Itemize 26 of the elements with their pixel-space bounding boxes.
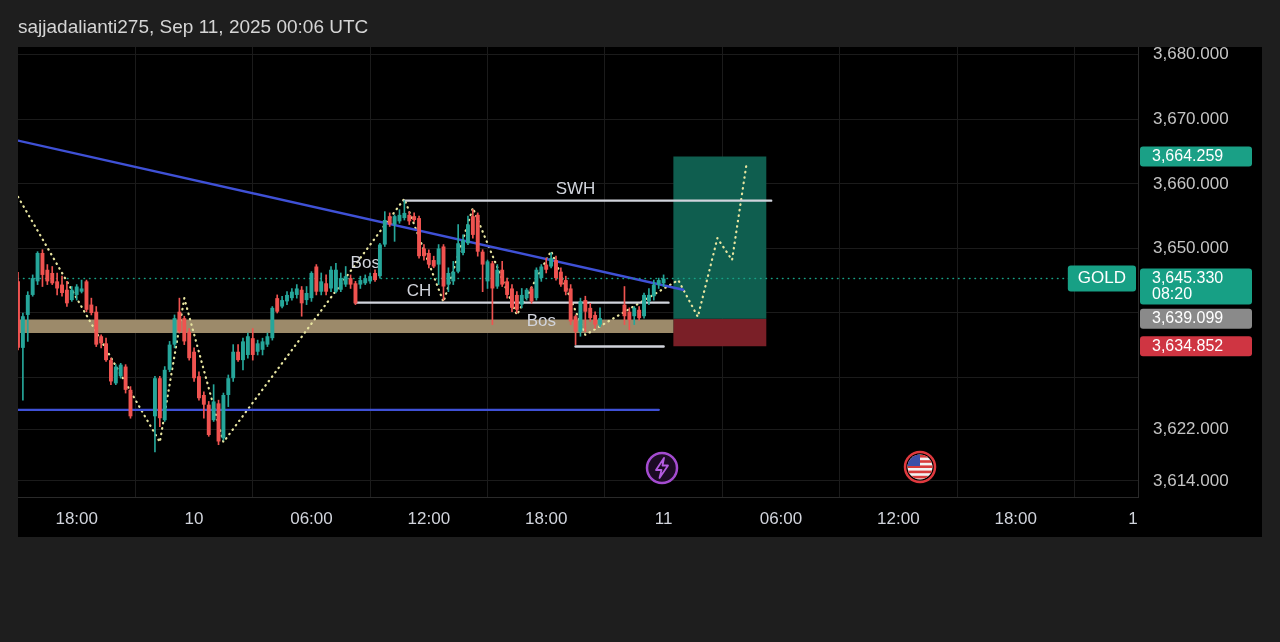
y-tick-label: 3,622.000 — [1153, 418, 1229, 438]
x-tick-label: 12:00 — [407, 508, 451, 528]
y-tick-label: 3,670.000 — [1153, 109, 1229, 128]
y-tick-label: 3,650.000 — [1153, 238, 1229, 258]
y-tick-label: 3,660.000 — [1153, 173, 1229, 193]
y-tick-label: 3,664.259 — [1152, 146, 1224, 164]
annotation: CH — [406, 280, 432, 300]
x-tick-label: 11 — [654, 508, 673, 528]
y-tick-label: 3,645.330 — [1152, 268, 1224, 286]
annotation: SWH — [555, 178, 596, 198]
chart-title: sajjadalianti275, Sep 11, 2025 00:06 UTC — [18, 15, 369, 39]
x-tick-label: 06:00 — [290, 508, 333, 528]
x-tick-label: 10 — [184, 508, 204, 528]
y-tick-label: 3,639.099 — [1152, 309, 1224, 327]
ref-line-label: GOLD — [1077, 268, 1127, 288]
annotation: Bos — [350, 253, 380, 273]
y-tick-label: 3,634.852 — [1152, 336, 1224, 354]
y-tick-label: 3,680.000 — [1153, 44, 1229, 64]
x-tick-label: 18:00 — [994, 508, 1037, 528]
x-tick-label: 12:00 — [877, 508, 920, 528]
x-tick-label: 1 — [1128, 508, 1138, 528]
text: 08:20 — [1152, 284, 1193, 302]
x-tick-label: 06:00 — [759, 508, 803, 528]
x-tick-label: 18:00 — [55, 508, 98, 528]
y-tick-label: 3,614.000 — [1153, 470, 1229, 490]
x-tick-label: 18:00 — [524, 508, 568, 528]
